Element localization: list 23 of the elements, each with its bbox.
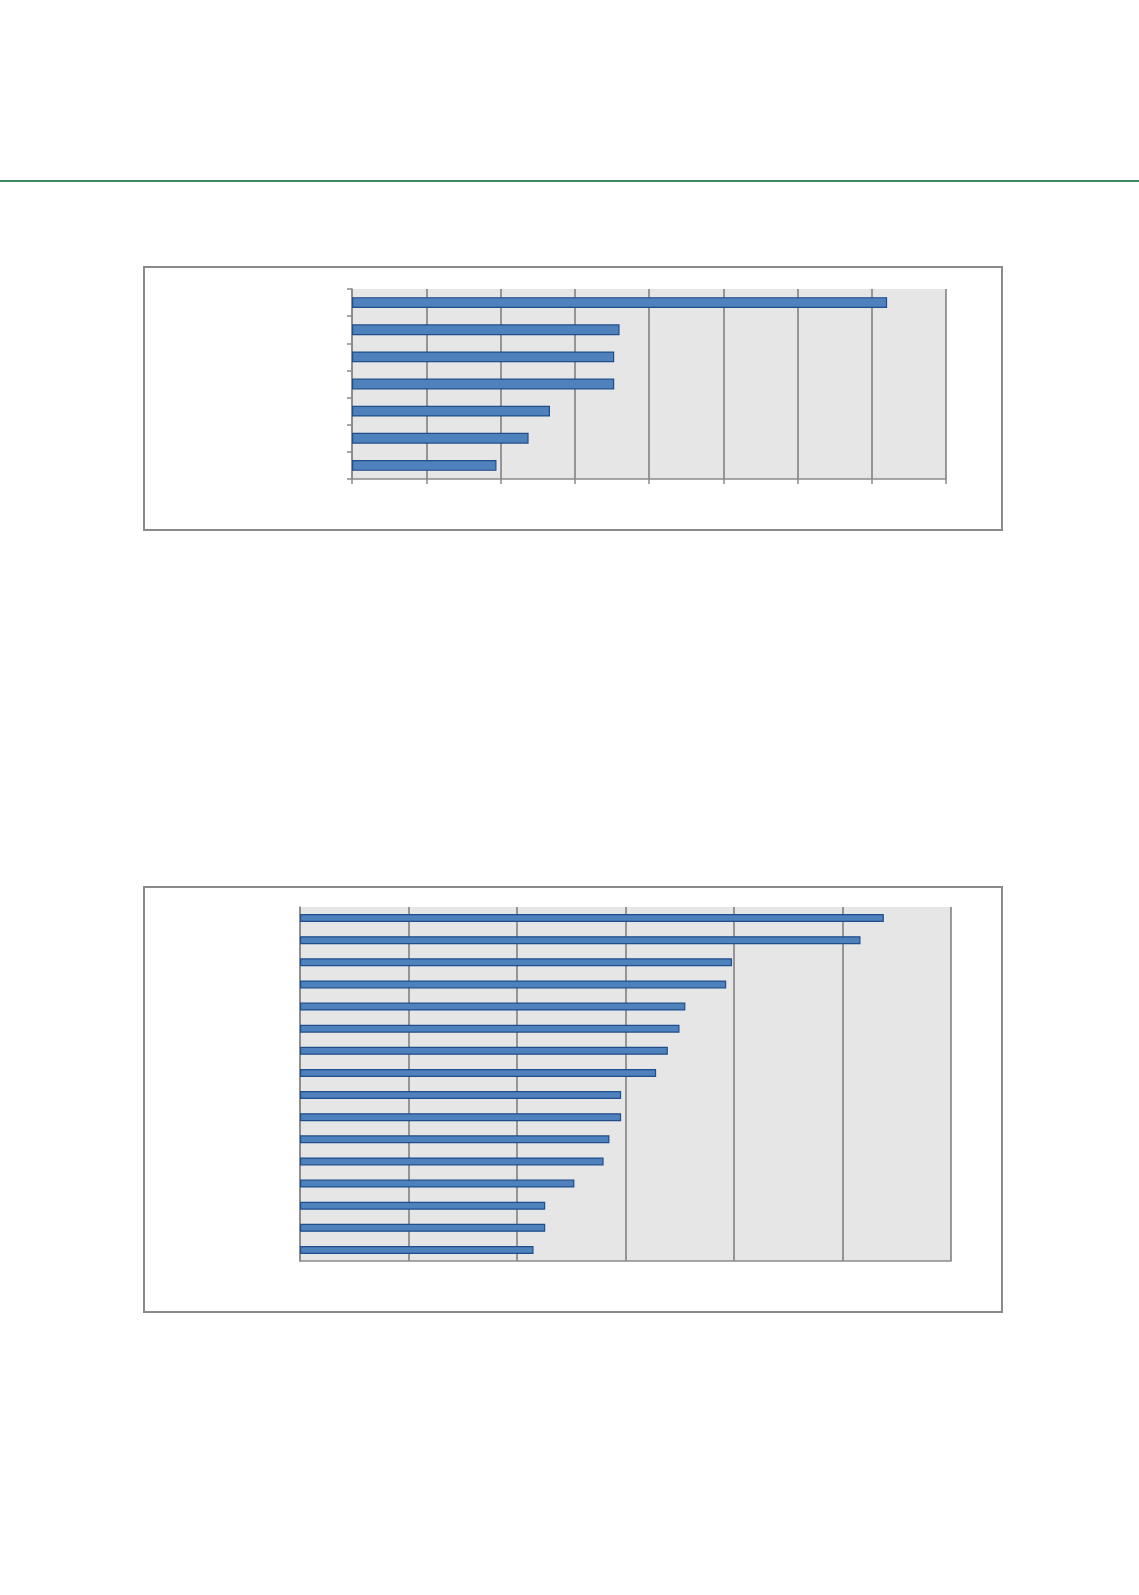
bar: [352, 378, 615, 390]
bar: [300, 1068, 657, 1077]
bar: [300, 1046, 668, 1055]
bar: [300, 1223, 546, 1232]
bar: [352, 405, 550, 417]
bar: [352, 460, 497, 471]
bar: [300, 1002, 686, 1011]
bar: [300, 1024, 680, 1033]
bar: [300, 1179, 575, 1188]
bar: [300, 958, 733, 967]
bar: [300, 1091, 622, 1100]
bar: [300, 1135, 610, 1144]
bar: [300, 914, 884, 923]
bar: [300, 980, 727, 989]
bar: [352, 297, 888, 308]
bar: [352, 432, 529, 444]
bar: [300, 1157, 604, 1166]
bar: [352, 351, 615, 363]
bar: [300, 936, 861, 945]
bar: [300, 1201, 546, 1210]
bar: [352, 324, 620, 336]
bar: [300, 1245, 534, 1254]
bar: [300, 1113, 622, 1122]
